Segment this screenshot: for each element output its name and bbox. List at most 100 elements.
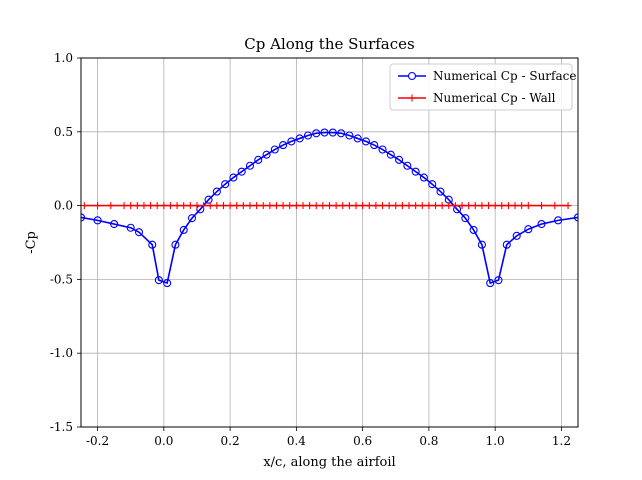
data-point bbox=[213, 202, 221, 210]
data-point bbox=[477, 240, 486, 249]
data-point bbox=[187, 214, 197, 223]
data-point bbox=[345, 202, 353, 210]
legend-label: Numerical Cp - Wall bbox=[433, 91, 556, 105]
y-tick-label: 1.0 bbox=[54, 51, 73, 65]
data-point bbox=[266, 202, 274, 210]
data-point bbox=[486, 279, 495, 288]
series-1 bbox=[81, 128, 578, 288]
data-point bbox=[436, 187, 445, 196]
data-point bbox=[312, 129, 321, 138]
data-point bbox=[303, 131, 313, 140]
y-tick-label: -1.5 bbox=[50, 420, 73, 434]
legend-item: Numerical Cp - Wall bbox=[398, 91, 556, 105]
data-point bbox=[163, 279, 172, 288]
data-point bbox=[272, 202, 280, 210]
data-point bbox=[451, 202, 459, 210]
data-point bbox=[378, 145, 387, 154]
data-point bbox=[219, 202, 227, 210]
y-tick-label: 0.0 bbox=[54, 199, 73, 213]
data-point bbox=[226, 202, 234, 210]
data-point bbox=[564, 202, 572, 210]
data-point bbox=[270, 145, 279, 154]
x-tick-label: 0.2 bbox=[221, 434, 240, 448]
series-2 bbox=[81, 202, 572, 210]
data-point bbox=[386, 150, 395, 159]
data-point bbox=[133, 202, 141, 210]
data-point bbox=[153, 202, 161, 210]
data-point bbox=[478, 202, 486, 210]
data-point bbox=[279, 141, 288, 150]
data-point bbox=[239, 202, 247, 210]
data-point bbox=[502, 240, 511, 249]
series-layer bbox=[81, 128, 578, 288]
data-point bbox=[498, 202, 506, 210]
data-point bbox=[180, 202, 188, 210]
x-tick-label: 0.6 bbox=[353, 434, 372, 448]
data-point bbox=[233, 202, 241, 210]
data-point bbox=[295, 134, 304, 143]
data-point bbox=[140, 202, 148, 210]
legend: Numerical Cp - Surface Numerical Cp - Wal… bbox=[389, 63, 576, 111]
data-point bbox=[352, 202, 360, 210]
data-point bbox=[160, 202, 168, 210]
data-point bbox=[392, 202, 400, 210]
data-point bbox=[212, 187, 221, 196]
data-point bbox=[245, 161, 255, 170]
data-point bbox=[573, 213, 578, 222]
data-point bbox=[411, 167, 420, 176]
data-point bbox=[518, 202, 526, 210]
data-point bbox=[398, 202, 406, 210]
data-point bbox=[504, 202, 512, 210]
data-point bbox=[469, 225, 478, 235]
y-tick-label: -1.0 bbox=[50, 346, 73, 360]
data-point bbox=[461, 214, 470, 223]
legend-box bbox=[389, 63, 573, 111]
data-point bbox=[259, 202, 267, 210]
data-point bbox=[425, 202, 433, 210]
y-tick-label: -0.5 bbox=[50, 272, 73, 286]
data-point bbox=[154, 276, 163, 285]
data-point bbox=[120, 202, 128, 210]
data-point bbox=[405, 202, 413, 210]
data-point bbox=[126, 223, 135, 232]
data-point bbox=[186, 202, 194, 210]
legend-marker bbox=[407, 71, 417, 81]
data-point bbox=[465, 202, 473, 210]
data-point bbox=[171, 240, 180, 249]
y-axis-title: -Cp bbox=[24, 231, 39, 254]
data-point bbox=[312, 202, 320, 210]
data-point bbox=[339, 202, 347, 210]
data-point bbox=[166, 202, 174, 210]
data-point bbox=[200, 202, 208, 210]
data-point bbox=[537, 220, 546, 229]
data-point bbox=[372, 202, 380, 210]
data-point bbox=[299, 202, 307, 210]
data-point bbox=[320, 128, 329, 137]
data-point bbox=[337, 129, 346, 138]
x-tick-label: 1.0 bbox=[486, 434, 505, 448]
data-point bbox=[237, 167, 246, 176]
data-point bbox=[246, 202, 254, 210]
data-point bbox=[554, 216, 563, 225]
data-point bbox=[81, 213, 86, 222]
legend-item: Numerical Cp - Surface bbox=[398, 69, 576, 83]
data-point bbox=[458, 202, 466, 210]
data-point bbox=[193, 202, 201, 210]
data-point bbox=[179, 225, 188, 235]
data-point bbox=[524, 225, 533, 234]
data-point bbox=[365, 202, 373, 210]
data-point bbox=[494, 276, 503, 285]
data-point bbox=[551, 202, 559, 210]
data-point bbox=[306, 202, 314, 210]
data-point bbox=[262, 150, 271, 159]
data-point bbox=[93, 216, 102, 225]
data-point bbox=[445, 202, 453, 210]
data-point bbox=[491, 202, 499, 210]
data-point bbox=[328, 128, 337, 137]
data-point bbox=[147, 202, 155, 210]
data-point bbox=[229, 173, 238, 182]
data-point bbox=[148, 240, 157, 249]
y-tick-label: 0.5 bbox=[54, 125, 73, 139]
